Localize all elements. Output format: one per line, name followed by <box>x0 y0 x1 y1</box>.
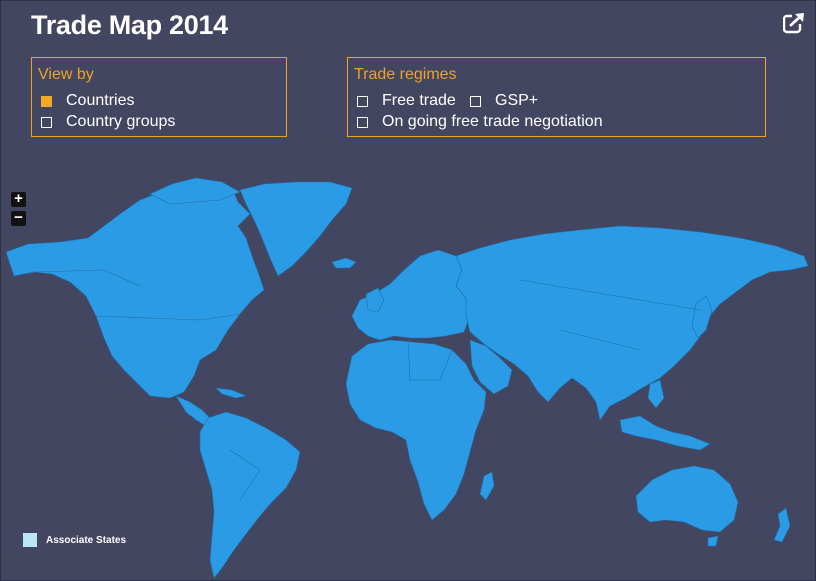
legend-label: Associate States <box>46 534 127 546</box>
countries-label: Countries <box>66 92 135 109</box>
zoom-in-button[interactable]: + <box>11 191 26 207</box>
map-legend: Associate States <box>23 533 126 547</box>
trade-regimes-heading: Trade regimes <box>354 66 457 83</box>
countries-checkbox[interactable] <box>41 95 52 107</box>
new-zealand <box>773 507 791 543</box>
japan <box>691 295 713 339</box>
arabian-peninsula <box>469 339 513 395</box>
view-by-panel: View by Countries Country groups <box>31 57 287 137</box>
country-groups-label: Country groups <box>66 113 176 130</box>
gsp-plus-option[interactable]: GSP+ <box>470 92 538 110</box>
caribbean <box>215 387 247 399</box>
free-trade-label: Free trade <box>382 92 456 109</box>
trade-regimes-panel: Trade regimes Free trade GSP+ On going f… <box>347 57 766 137</box>
greenland <box>239 181 353 277</box>
zoom-out-button[interactable]: − <box>11 210 26 226</box>
gsp-plus-checkbox[interactable] <box>470 95 481 107</box>
philippines <box>647 379 665 409</box>
gsp-plus-label: GSP+ <box>495 92 539 109</box>
tasmania <box>707 535 719 547</box>
asia <box>455 225 809 421</box>
free-trade-option[interactable]: Free trade <box>357 92 456 110</box>
madagascar <box>479 471 495 501</box>
arctic-islands <box>149 177 241 205</box>
north-america <box>5 187 265 399</box>
legend-swatch-associate-states <box>23 533 37 547</box>
negotiation-label: On going free trade negotiation <box>382 113 603 130</box>
south-america <box>199 411 301 579</box>
country-groups-checkbox[interactable] <box>41 116 52 128</box>
iceland <box>331 257 357 269</box>
free-trade-checkbox[interactable] <box>357 95 368 107</box>
negotiation-option[interactable]: On going free trade negotiation <box>357 113 603 131</box>
view-by-country-groups-option[interactable]: Country groups <box>41 113 175 131</box>
page-title: Trade Map 2014 <box>31 10 228 40</box>
british-isles <box>365 287 385 313</box>
view-by-countries-option[interactable]: Countries <box>41 92 134 110</box>
world-map[interactable] <box>0 175 816 581</box>
negotiation-checkbox[interactable] <box>357 116 368 128</box>
external-link-icon[interactable] <box>782 12 806 34</box>
view-by-heading: View by <box>38 66 94 83</box>
australia <box>635 465 739 533</box>
southeast-asia-islands <box>619 415 711 451</box>
africa <box>345 339 487 521</box>
